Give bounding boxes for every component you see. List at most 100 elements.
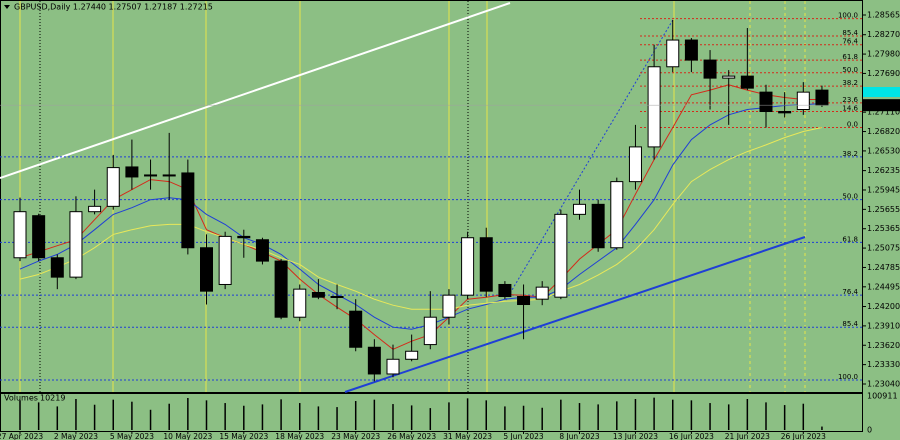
x-tick-label: 23 May 2023 xyxy=(331,432,380,440)
y-tick-label: 1.24200 xyxy=(867,302,900,311)
y-tick-label: 1.25945 xyxy=(867,185,900,194)
candle-body xyxy=(815,89,829,106)
candle-body xyxy=(274,260,288,318)
fib-level-label: 61.8 xyxy=(842,235,858,243)
candle-body xyxy=(218,235,232,285)
candle-body xyxy=(106,167,120,207)
candle-body xyxy=(405,350,419,360)
symbol-menu-icon xyxy=(4,5,10,9)
price-panel-frame xyxy=(0,0,863,393)
candle-body xyxy=(125,166,139,178)
y-tick-label: 1.26530 xyxy=(867,146,900,155)
candle-body xyxy=(610,181,624,249)
candle-body xyxy=(535,286,549,300)
volume-panel-frame xyxy=(0,393,863,432)
candle-body xyxy=(386,358,400,375)
x-tick-label: 15 May 2023 xyxy=(219,432,268,440)
volume-value: 10219 xyxy=(40,394,65,403)
x-tick-label: 2 May 2023 xyxy=(54,432,98,440)
fib-level-label: 0.0 xyxy=(847,121,858,129)
chart-header: GBPUSD,Daily 1.27440 1.27507 1.27187 1.2… xyxy=(14,3,213,12)
y-tick-label: 1.28565 xyxy=(867,11,900,20)
volume-tick-label: 0 xyxy=(867,426,872,435)
moving-average-line xyxy=(19,103,822,330)
fib-level-label: 100.0 xyxy=(838,12,858,20)
candle-body xyxy=(759,91,773,113)
x-tick-label: 5 May 2023 xyxy=(110,432,154,440)
month-dividers xyxy=(39,1,469,392)
y-tick-label: 1.24495 xyxy=(867,282,900,291)
x-tick-label: 13 Jun 2023 xyxy=(613,432,658,440)
x-tick-label: 31 May 2023 xyxy=(443,432,492,440)
fib-base-line xyxy=(505,17,675,301)
candle-body xyxy=(88,205,102,213)
y-tick-label: 1.23620 xyxy=(867,341,900,350)
fib-level-label: 50.0 xyxy=(842,193,858,201)
trend-line xyxy=(0,2,511,179)
candle-body xyxy=(237,235,251,239)
candle-body xyxy=(703,59,717,79)
x-tick-label: 8 Jun 2023 xyxy=(559,432,600,440)
candle-body xyxy=(200,247,213,292)
candle-body xyxy=(796,91,810,111)
candle-body xyxy=(293,288,307,318)
candle-body xyxy=(50,257,64,278)
volume-label: Volumes xyxy=(4,394,38,403)
y-tick-label: 1.27980 xyxy=(867,50,900,59)
fib-level-label: 23.6 xyxy=(842,96,858,104)
fib-level-label: 76.4 xyxy=(842,38,858,46)
y-tick-label: 1.23910 xyxy=(867,321,900,330)
candle-body xyxy=(498,283,512,298)
candle-body xyxy=(13,211,27,259)
candle-body xyxy=(461,237,475,296)
y-tick-label: 1.27690 xyxy=(867,69,900,78)
y-tick-label: 1.23330 xyxy=(867,360,900,369)
candle-body xyxy=(666,39,680,68)
candle-body xyxy=(367,346,381,375)
moving-average-line xyxy=(19,84,822,350)
x-tick-label: 26 Jun 2023 xyxy=(781,432,826,440)
candle-body xyxy=(162,174,176,177)
fib-level-label: 38.2 xyxy=(842,79,858,87)
fib-level-label: 85.4 xyxy=(842,320,858,328)
candle-body xyxy=(311,291,325,298)
y-tick-label: 1.25075 xyxy=(867,244,900,253)
candle-body xyxy=(740,75,754,89)
candle-body xyxy=(573,203,586,215)
trend-line xyxy=(344,236,806,393)
x-tick-label: 26 May 2023 xyxy=(387,432,436,440)
y-tick-label: 1.26235 xyxy=(867,166,900,175)
candle-body xyxy=(722,75,736,79)
x-tick-label: 16 Jun 2023 xyxy=(669,432,714,440)
candle-body xyxy=(591,203,605,249)
y-tick-label: 1.28270 xyxy=(867,30,900,39)
candle-body xyxy=(628,146,642,183)
candle-body xyxy=(330,296,344,298)
fib-level-label: 38.2 xyxy=(842,150,858,158)
x-tick-label: 21 Jun 2023 xyxy=(725,432,770,440)
fib-level-label: 76.4 xyxy=(842,288,858,296)
level-marker xyxy=(863,87,900,97)
moving-average-line xyxy=(19,127,823,310)
candle-body xyxy=(647,66,661,148)
fib-level-label: 50.0 xyxy=(842,66,858,74)
x-tick-label: 10 May 2023 xyxy=(163,432,212,440)
volume-tick-label: 100911 xyxy=(867,392,898,401)
current-price-label: 1.27215 xyxy=(866,101,899,110)
candle-body xyxy=(181,172,195,249)
y-tick-label: 1.24785 xyxy=(867,263,900,272)
candle-body xyxy=(554,213,568,298)
fib-level-label: 61.8 xyxy=(842,53,858,61)
y-tick-label: 1.25655 xyxy=(867,205,900,214)
fib-level-label: 85.4 xyxy=(842,29,858,37)
candle-body xyxy=(684,39,698,61)
current-price-box xyxy=(863,99,900,112)
plot: 100.085.476.461.850.038.223.614.60.038.2… xyxy=(0,11,900,440)
candle-body xyxy=(423,316,437,346)
candle-body xyxy=(349,310,363,348)
candle-body xyxy=(479,237,493,292)
fib-level-label: 14.6 xyxy=(842,105,858,113)
